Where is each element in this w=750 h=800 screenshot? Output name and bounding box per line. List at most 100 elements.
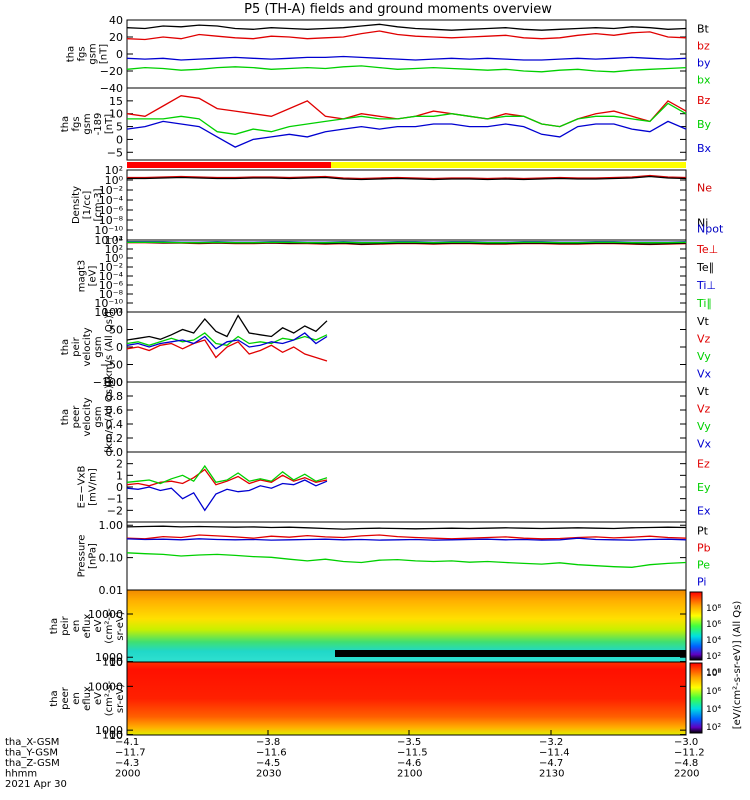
spectrogram-noise-band <box>335 650 686 657</box>
y-tick-label: 10⁻² <box>99 261 123 274</box>
panel-frame <box>126 661 687 736</box>
legend-entry: Ti∥ <box>696 297 712 310</box>
y-tick-label: 1000 <box>95 651 123 664</box>
series-line-bx <box>126 65 687 73</box>
x-axis-value: 2130 <box>539 769 564 780</box>
legend-entry: Bz <box>697 94 711 107</box>
y-tick-label: 0 <box>116 341 123 354</box>
legend-entry: Vy <box>697 350 711 363</box>
y-tick-label: 0.4 <box>106 418 124 431</box>
legend-entry: Ti⊥ <box>696 279 716 292</box>
legend-entry: by <box>697 57 711 70</box>
y-axis-label: magt3 <box>77 260 88 293</box>
y-tick-label: 0 <box>116 481 123 494</box>
y-tick-label: 10 <box>109 729 123 742</box>
y-tick-label: 10⁻¹² <box>94 234 123 247</box>
series-line-Pi <box>126 537 687 541</box>
y-tick-label: 0 <box>116 133 123 146</box>
colorbar-tick-label: 10⁴ <box>706 636 721 646</box>
y-axis-label: Pressure <box>77 535 88 578</box>
legend-entry: bz <box>697 40 710 53</box>
y-tick-label: 5 <box>116 121 123 134</box>
y-tick-label: 0.2 <box>106 432 124 445</box>
colorbar-tick-label: 10⁸ <box>706 669 721 679</box>
series-line-Vt <box>126 314 328 341</box>
y-tick-label: −50 <box>100 359 123 372</box>
spectrogram-peer-spectrogram <box>127 662 686 735</box>
series-line-Pe <box>126 552 687 568</box>
legend-entry: Ni <box>697 217 708 230</box>
y-axis-label: [km/s (All Qs)] <box>104 381 115 453</box>
y-tick-label: 10⁻⁶ <box>99 204 124 217</box>
y-tick-label: 10² <box>105 164 123 177</box>
series-line-Pt <box>126 525 687 530</box>
legend-entry: Ez <box>697 458 710 471</box>
x-axis-value: −4.8 <box>674 758 698 769</box>
panel-pressure: 1.00 0.10 0.01 Pressure [nPa] Pt Pb Pe Pi <box>77 519 711 597</box>
legend-entry: Vt <box>697 315 710 328</box>
y-tick-label: −2 <box>107 504 123 517</box>
y-tick-label: −20 <box>100 65 123 78</box>
x-axis-row-label: tha_X-GSM <box>5 737 59 748</box>
y-axis-label: tha <box>60 339 71 355</box>
y-tick-label: 10⁰ <box>105 174 124 187</box>
series-line-Ey <box>126 464 328 485</box>
legend-entry: Te∥ <box>696 261 714 274</box>
colorbar-upper <box>689 591 703 661</box>
y-axis-label: gsm <box>82 113 93 134</box>
series-line-Bx <box>126 120 687 148</box>
y-tick-label: 0.0 <box>106 446 124 459</box>
y-axis-label: gsm <box>93 336 104 357</box>
y-tick-label: 0.10 <box>99 552 124 565</box>
y-axis-label: tha <box>49 618 60 634</box>
x-axis-value: −4.1 <box>115 737 139 748</box>
series-line-by <box>126 55 687 61</box>
panel-density: 10²10⁰10⁻²10⁻⁴10⁻⁶10⁻⁸10⁻¹⁰10⁻¹²Density[… <box>71 164 724 247</box>
series-line-bz <box>126 30 687 41</box>
x-axis-value: −4.3 <box>115 758 139 769</box>
legend-entry: bx <box>697 74 711 87</box>
y-axis-label: gsm <box>88 43 99 64</box>
panel-efield: 210−1−2 E=−VxB [mV/m] Ez Ey Ex <box>77 451 711 523</box>
y-tick-label: −40 <box>100 82 123 95</box>
legend-entry: Ex <box>697 504 711 517</box>
x-axis-value: −11.7 <box>115 748 146 759</box>
y-tick-label: −1 <box>107 493 123 506</box>
y-axis-label: gsm <box>93 406 104 427</box>
legend-entry: Vz <box>697 402 711 415</box>
panel-frame <box>126 521 687 591</box>
panel-frame <box>126 451 687 523</box>
y-axis-label: tha <box>49 690 60 706</box>
y-tick-label: 10⁻⁸ <box>99 288 124 301</box>
legend-entry: Vx <box>697 367 712 380</box>
x-axis-value: −3.5 <box>397 737 421 748</box>
series-line-Pb <box>126 534 687 540</box>
y-tick-label: 15 <box>109 95 123 108</box>
y-tick-label: 10⁻⁶ <box>99 279 124 292</box>
y-tick-label: 10 <box>109 108 123 121</box>
x-axis-value: 2100 <box>397 769 422 780</box>
y-tick-label: 40 <box>109 14 123 27</box>
y-axis-label: velocity <box>82 327 93 366</box>
series-line-By <box>127 102 687 135</box>
x-axis-value: −11.6 <box>256 748 287 759</box>
series-line-Ne <box>127 174 687 180</box>
x-axis-labels: tha_X-GSM −4.1 −3.8 −3.5 −3.2 −3.0 tha_Y-GSM −1… <box>5 730 705 790</box>
y-axis-label: tha <box>66 46 77 62</box>
colorbar-tick-label: 10² <box>706 723 721 733</box>
x-axis-value: −11.4 <box>539 748 570 759</box>
panel-frame <box>126 87 687 161</box>
series-line-Vz <box>126 339 328 362</box>
y-axis-label: [1/cc] <box>82 191 93 220</box>
x-axis-value: 2030 <box>256 769 281 780</box>
x-axis-value: −3.0 <box>674 737 698 748</box>
panel-peir-velocity: 100 50 0 −50 −100 tha peir velocity gsm [km/s (Al… <box>60 306 712 389</box>
y-axis-label: (cm²-s- <box>104 608 115 644</box>
x-axis-date: 2021 Apr 30 <box>5 779 67 790</box>
y-axis-label: peir <box>71 336 82 356</box>
panel-frame <box>126 169 687 241</box>
series-line-Bt <box>126 23 687 31</box>
x-axis-row-label: tha_Z-GSM <box>5 758 60 769</box>
